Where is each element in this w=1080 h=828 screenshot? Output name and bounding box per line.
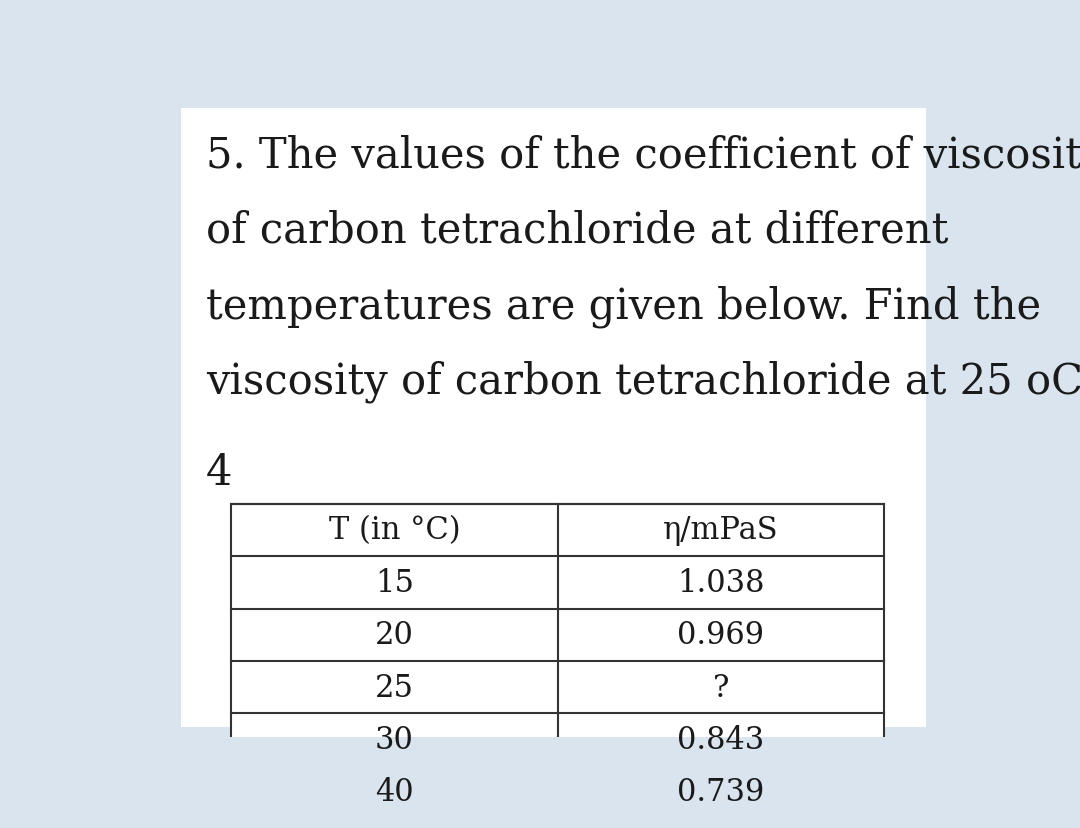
Text: 1.038: 1.038: [677, 567, 765, 598]
Text: η/mPaS: η/mPaS: [663, 515, 779, 546]
Text: ?: ?: [713, 672, 729, 703]
Text: 0.843: 0.843: [677, 724, 765, 755]
Bar: [231, 504, 885, 818]
Text: 40: 40: [375, 777, 414, 807]
Text: 5. The values of the coefficient of viscosity: 5. The values of the coefficient of visc…: [206, 134, 1080, 177]
Text: 20: 20: [375, 619, 414, 650]
Text: 15: 15: [375, 567, 414, 598]
Text: viscosity of carbon tetrachloride at 25 oC.: viscosity of carbon tetrachloride at 25 …: [206, 360, 1080, 402]
Text: temperatures are given below. Find the: temperatures are given below. Find the: [206, 285, 1041, 327]
FancyBboxPatch shape: [181, 109, 926, 727]
Text: 4: 4: [206, 451, 232, 493]
Text: T (in °C): T (in °C): [328, 515, 460, 546]
Text: 25: 25: [375, 672, 414, 703]
Text: 0.969: 0.969: [677, 619, 765, 650]
Text: 0.739: 0.739: [677, 777, 765, 807]
Text: of carbon tetrachloride at different: of carbon tetrachloride at different: [206, 209, 948, 252]
Text: 30: 30: [375, 724, 414, 755]
